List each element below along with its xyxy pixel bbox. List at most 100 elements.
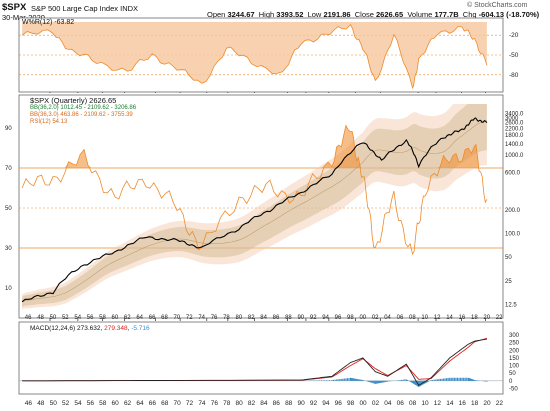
x-tick-label-mid: 14 <box>446 315 453 321</box>
macd-tick-label: -50 <box>509 386 518 392</box>
macd-tick-label: 300 <box>509 333 520 339</box>
x-tick-label: 90 <box>297 400 305 407</box>
price-tick-label: 3000 <box>505 116 519 122</box>
x-tick-label: 06 <box>397 400 405 407</box>
williams-tick-label: -80 <box>509 72 519 79</box>
price-title: $SPX (Quarterly) 2626.65 <box>30 96 117 105</box>
x-tick-label: 72 <box>186 400 194 407</box>
macd-tick-label: 100 <box>509 364 520 370</box>
x-tick-label-mid: 78 <box>223 315 230 321</box>
x-tick-label: 82 <box>248 400 256 407</box>
rsi-tick-label: 90 <box>5 126 12 132</box>
x-tick-label-mid: 80 <box>236 315 243 321</box>
rsi-legend: RSI(12) 54.13 <box>30 119 68 125</box>
rsi-line <box>21 124 488 256</box>
x-tick-label: 46 <box>25 400 33 407</box>
price-tick-label: 12.5 <box>505 302 517 308</box>
x-tick-label: 60 <box>112 400 120 407</box>
williams-legend: W%R(12) -63.82 <box>22 19 75 26</box>
macd-tick-label: 250 <box>509 341 520 347</box>
x-tick-label-mid: 06 <box>397 315 404 321</box>
x-tick-label: 48 <box>37 400 45 407</box>
macd-tick-label: 200 <box>509 348 520 354</box>
bb2-legend: BB(36,3.0) 463.86 - 2109.62 - 3755.39 <box>30 112 133 118</box>
x-tick-label-mid: 18 <box>471 315 478 321</box>
x-tick-label-mid: 90 <box>297 315 304 321</box>
bb-outer-band <box>22 104 487 310</box>
williams-area <box>22 22 487 88</box>
x-tick-label-mid: 22 <box>496 315 503 321</box>
x-tick-label: 64 <box>136 400 144 407</box>
x-tick-label-mid: 64 <box>136 315 143 321</box>
x-tick-label: 70 <box>174 400 182 407</box>
williams-line <box>21 23 488 90</box>
x-tick-label-mid: 68 <box>161 315 168 321</box>
price-tick-label: 1000.0 <box>505 153 524 159</box>
price-tick-label: 600.0 <box>505 171 521 177</box>
price-tick-label: 200.0 <box>505 208 521 214</box>
bb-inner-band <box>22 104 487 307</box>
x-tick-label-mid: 48 <box>37 315 44 321</box>
price-frame <box>18 94 504 319</box>
x-tick-label: 04 <box>384 400 392 407</box>
date-label: 30-Mar-2020 <box>2 13 45 22</box>
x-tick-label-mid: 52 <box>62 315 69 321</box>
x-tick-label: 96 <box>335 400 343 407</box>
x-tick-label: 92 <box>310 400 318 407</box>
price-line <box>21 117 488 303</box>
rsi-overbought-fill <box>22 125 487 168</box>
rsi-tick-label: 10 <box>5 286 12 292</box>
x-tick-label-mid: 84 <box>260 315 267 321</box>
x-tick-label: 14 <box>446 400 454 407</box>
x-tick-label: 88 <box>285 400 293 407</box>
williams-panel: -20 -50 -80 <box>18 17 519 93</box>
price-tick-label: 2600.0 <box>505 121 524 127</box>
x-tick-label: 50 <box>50 400 58 407</box>
watermark: © StockCharts.com <box>467 2 528 9</box>
x-tick-label: 66 <box>149 400 157 407</box>
x-tick-label-mid: 16 <box>459 315 466 321</box>
x-tick-label: 84 <box>260 400 268 407</box>
x-tick-label-mid: 00 <box>359 315 366 321</box>
x-tick-label: 94 <box>322 400 330 407</box>
x-tick-label: 74 <box>198 400 206 407</box>
williams-tick-label: -50 <box>509 52 519 59</box>
x-tick-label: 78 <box>223 400 231 407</box>
x-tick-label: 62 <box>124 400 132 407</box>
x-tick-label-mid: 70 <box>174 315 181 321</box>
x-tick-label-mid: 10 <box>421 315 428 321</box>
macd-legend: MACD(12,24,6) 273.632, 279.348, -5.716 <box>30 325 150 332</box>
x-tick-label-mid: 76 <box>211 315 218 321</box>
x-tick-label: 10 <box>421 400 429 407</box>
x-tick-label: 00 <box>359 400 367 407</box>
williams-tick-label: -20 <box>509 32 519 39</box>
x-tick-label: 08 <box>409 400 417 407</box>
x-tick-label: 18 <box>471 400 479 407</box>
x-tick-label: 12 <box>434 400 442 407</box>
price-tick-label: 100.0 <box>505 232 521 238</box>
x-tick-label-mid: 56 <box>87 315 94 321</box>
x-tick-label-mid: 12 <box>434 315 441 321</box>
x-tick-label-mid: 66 <box>149 315 156 321</box>
ohlc-readout: Open 3244.67 High 3393.52 Low 2191.86 Cl… <box>207 10 540 19</box>
x-tick-label: 80 <box>236 400 244 407</box>
price-tick-label: 3400.0 <box>505 112 524 118</box>
x-tick-label: 22 <box>496 400 504 407</box>
price-tick-label: 50 <box>505 255 512 261</box>
price-panel: 3400.030002600.02200.01800.01400.01000.0… <box>5 94 524 319</box>
x-tick-label-mid: 50 <box>50 315 57 321</box>
x-axis: 46 46 48 48 50 50 52 52 54 54 56 56 58 58 60 60 62 62 64 64… <box>25 315 504 407</box>
index-name: S&P 500 Large Cap Index INDX <box>31 4 139 13</box>
x-tick-label-mid: 82 <box>248 315 255 321</box>
macd-tick-label: 50 <box>509 371 516 377</box>
x-tick-label-mid: 74 <box>198 315 205 321</box>
x-tick-label-mid: 08 <box>409 315 416 321</box>
ticker: $SPX <box>2 2 27 13</box>
x-tick-label-mid: 86 <box>273 315 280 321</box>
x-tick-label: 20 <box>483 400 491 407</box>
x-tick-label-mid: 94 <box>322 315 329 321</box>
x-tick-label: 76 <box>211 400 219 407</box>
x-tick-label-mid: 98 <box>347 315 354 321</box>
